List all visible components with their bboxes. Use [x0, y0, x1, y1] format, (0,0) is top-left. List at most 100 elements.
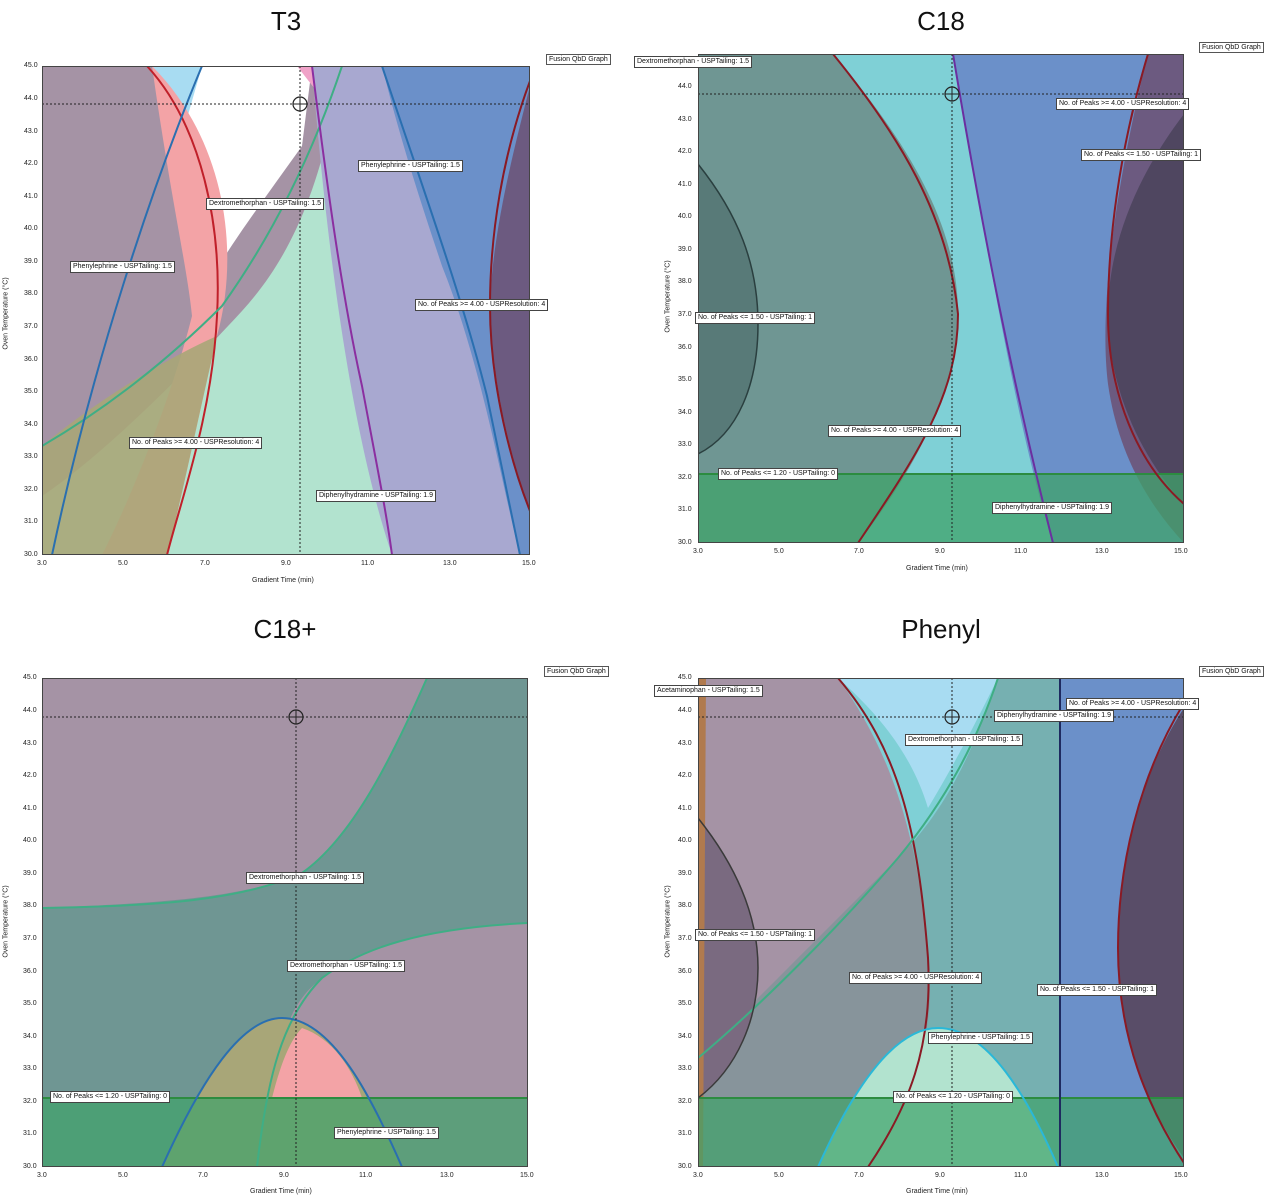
y-tick: 39.0 [678, 246, 692, 253]
y-tick: 32.0 [24, 486, 38, 493]
y-tick: 31.0 [24, 518, 38, 525]
y-tick: 31.0 [678, 1130, 692, 1137]
x-tick: 3.0 [693, 1172, 703, 1179]
y-tick: 36.0 [678, 344, 692, 351]
y-tick: 37.0 [678, 935, 692, 942]
x-tick: 15.0 [1174, 548, 1188, 555]
panel-title: Phenyl [901, 614, 981, 644]
y-axis-label: Oven Temperature (°C) [2, 277, 10, 350]
contour-label: No. of Peaks <= 1.50 - USPTailing: 1 [1081, 149, 1202, 161]
y-tick: 36.0 [23, 968, 37, 975]
y-tick: 33.0 [678, 441, 692, 448]
contour-label: Diphenylhydramine - USPTailing: 1.9 [316, 490, 436, 502]
y-tick: 31.0 [23, 1130, 37, 1137]
x-tick: 15.0 [1174, 1172, 1188, 1179]
y-axis-label: Oven Temperature (°C) [2, 885, 10, 958]
contour-label: Phenylephrine - USPTailing: 1.5 [358, 160, 463, 172]
fusion-badge: Fusion QbD Graph [544, 666, 609, 677]
y-tick: 37.0 [24, 323, 38, 330]
y-tick: 32.0 [23, 1098, 37, 1105]
y-tick: 45.0 [678, 674, 692, 681]
contour-label: Dextromethorphan - USPTailing: 1.5 [287, 960, 406, 972]
contour-label: Phenylephrine - USPTailing: 1.5 [334, 1127, 439, 1139]
y-tick: 35.0 [24, 388, 38, 395]
y-tick: 34.0 [678, 1033, 692, 1040]
y-tick: 45.0 [24, 62, 38, 69]
y-tick: 32.0 [678, 1098, 692, 1105]
y-tick: 40.0 [24, 225, 38, 232]
contour-label: Diphenylhydramine - USPTailing: 1.9 [994, 710, 1114, 722]
contour-label: No. of Peaks >= 4.00 - USPResolution: 4 [415, 299, 549, 311]
y-tick: 43.0 [678, 116, 692, 123]
x-tick: 9.0 [935, 1172, 945, 1179]
panel-phenyl: Phenyl Fusion QbD Graph Acetaminophan - … [633, 600, 1266, 1199]
y-tick: 44.0 [678, 707, 692, 714]
contour-label: Dextromethorphan - USPTailing: 1.5 [206, 198, 325, 210]
x-tick: 9.0 [935, 548, 945, 555]
contour-label: Phenylephrine - USPTailing: 1.5 [928, 1032, 1033, 1044]
x-tick: 7.0 [200, 560, 210, 567]
x-tick: 3.0 [693, 548, 703, 555]
panel-title: C18 [917, 6, 965, 36]
x-axis-label: Gradient Time (min) [906, 1188, 968, 1195]
contour-label: No. of Peaks <= 1.50 - USPTailing: 1 [695, 929, 816, 941]
contour-label: Phenylephrine - USPTailing: 1.5 [70, 261, 175, 273]
y-tick: 42.0 [24, 160, 38, 167]
y-tick: 30.0 [23, 1163, 37, 1170]
x-tick: 7.0 [854, 1172, 864, 1179]
contour-label: Acetaminophan - USPTailing: 1.5 [654, 685, 763, 697]
plot-frame [698, 54, 1184, 543]
plot-frame [698, 678, 1184, 1167]
y-tick: 31.0 [678, 506, 692, 513]
plot-frame [42, 678, 528, 1167]
y-tick: 34.0 [678, 409, 692, 416]
contour-label: No. of Peaks >= 4.00 - USPResolution: 4 [849, 972, 983, 984]
contour-label: No. of Peaks <= 1.50 - USPTailing: 1 [695, 312, 816, 324]
y-tick: 42.0 [678, 772, 692, 779]
contour-label: No. of Peaks <= 1.20 - USPTailing: 0 [718, 468, 839, 480]
y-tick: 44.0 [24, 95, 38, 102]
y-tick: 33.0 [23, 1065, 37, 1072]
y-tick: 33.0 [678, 1065, 692, 1072]
fusion-badge: Fusion QbD Graph [1199, 666, 1264, 677]
panel-t3: T3 Fusion QbD Graph Phenylephrine - USPT… [0, 0, 633, 599]
x-tick: 5.0 [118, 560, 128, 567]
y-tick: 41.0 [678, 805, 692, 812]
y-tick: 36.0 [24, 356, 38, 363]
x-tick: 15.0 [522, 560, 536, 567]
y-tick: 38.0 [23, 902, 37, 909]
y-tick: 38.0 [678, 902, 692, 909]
y-tick: 41.0 [678, 181, 692, 188]
contour-label: No. of Peaks <= 1.50 - USPTailing: 1 [1037, 984, 1158, 996]
y-tick: 33.0 [24, 453, 38, 460]
contour-label: No. of Peaks <= 1.20 - USPTailing: 0 [50, 1091, 171, 1103]
x-tick: 9.0 [281, 560, 291, 567]
panel-c18-plus: C18+ Fusion QbD Graph Dextromethorphan -… [0, 600, 633, 1199]
y-tick: 40.0 [678, 837, 692, 844]
x-tick: 3.0 [37, 560, 47, 567]
y-tick: 39.0 [23, 870, 37, 877]
x-tick: 13.0 [1095, 548, 1109, 555]
x-tick: 13.0 [440, 1172, 454, 1179]
x-axis-label: Gradient Time (min) [250, 1188, 312, 1195]
y-tick: 34.0 [24, 421, 38, 428]
y-axis-label: Oven Temperature (°C) [664, 885, 672, 958]
contour-label: No. of Peaks >= 4.00 - USPResolution: 4 [828, 425, 962, 437]
contour-label: No. of Peaks >= 4.00 - USPResolution: 4 [129, 437, 263, 449]
y-tick: 41.0 [24, 193, 38, 200]
x-tick: 13.0 [1095, 1172, 1109, 1179]
x-tick: 9.0 [279, 1172, 289, 1179]
x-tick: 3.0 [37, 1172, 47, 1179]
x-tick: 11.0 [359, 1172, 373, 1179]
y-tick: 35.0 [678, 376, 692, 383]
fusion-badge: Fusion QbD Graph [1199, 42, 1264, 53]
plot-area-phenyl [698, 678, 1184, 1167]
contour-label: No. of Peaks >= 4.00 - USPResolution: 4 [1056, 98, 1190, 110]
x-tick: 7.0 [198, 1172, 208, 1179]
x-tick: 11.0 [1014, 548, 1028, 555]
y-tick: 37.0 [678, 311, 692, 318]
y-tick: 35.0 [678, 1000, 692, 1007]
panel-title: T3 [270, 6, 302, 36]
y-tick: 30.0 [678, 1163, 692, 1170]
x-tick: 13.0 [443, 560, 457, 567]
